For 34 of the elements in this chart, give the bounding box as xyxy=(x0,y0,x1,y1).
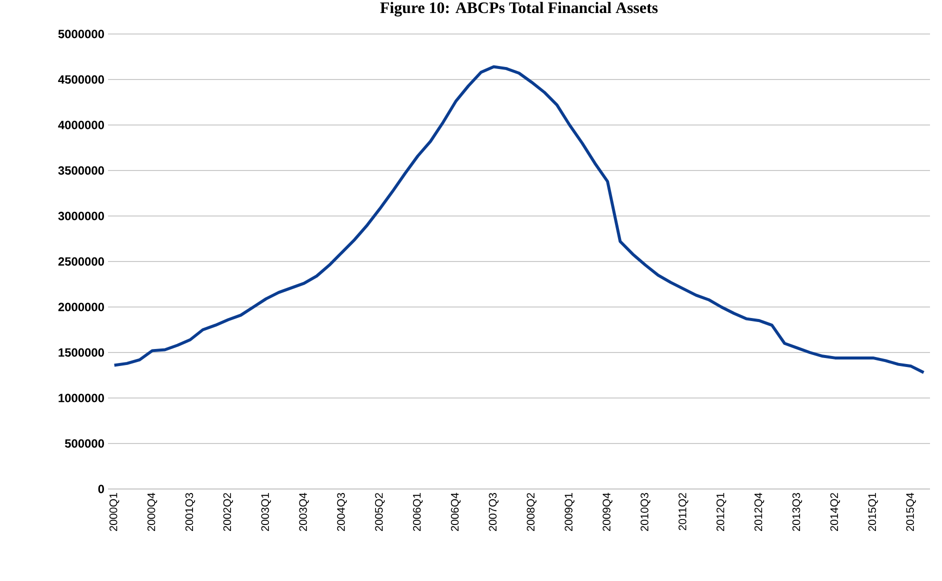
x-tick-label: 2015Q4 xyxy=(906,492,916,531)
x-tick-label: 2000Q1 xyxy=(109,493,120,531)
y-tick-label: 0 xyxy=(98,484,104,494)
x-tick-label: 2015Q1 xyxy=(868,493,878,531)
y-tick-label: 5000000 xyxy=(58,30,104,38)
x-tick-label: 2003Q4 xyxy=(299,492,309,531)
x-tick-label: 2002Q2 xyxy=(223,493,233,531)
x-tick-label: 2008Q2 xyxy=(526,493,536,531)
y-tick-label: 1000000 xyxy=(58,394,104,402)
x-tick-label: 2000Q4 xyxy=(147,492,158,531)
y-tick-label: 2000000 xyxy=(58,302,104,312)
y-tick-label: 4500000 xyxy=(58,75,104,84)
x-tick-label: 2006Q1 xyxy=(412,493,423,531)
chart-title: Figure 10: ABCPs Total Financial Assets xyxy=(380,2,658,16)
x-tick-label: 2012Q1 xyxy=(716,493,726,531)
x-tick-label: 2007Q3 xyxy=(488,493,499,531)
x-tick-label: 2012Q4 xyxy=(754,492,764,531)
x-tick-label: 2011Q2 xyxy=(678,493,688,530)
x-tick-label: 2001Q3 xyxy=(185,493,196,531)
x-tick-label: 2006Q4 xyxy=(450,492,461,531)
x-tick-label: 2010Q3 xyxy=(640,493,650,531)
x-tick-label: 2013Q3 xyxy=(792,493,802,531)
x-tick-label: 2004Q3 xyxy=(337,493,347,531)
x-tick-label: 2003Q1 xyxy=(261,493,271,531)
y-tick-label: 3000000 xyxy=(58,212,104,220)
y-tick-label: 4000000 xyxy=(58,120,104,130)
y-tick-label: 2500000 xyxy=(58,257,104,266)
x-tick-label: 2009Q4 xyxy=(602,492,612,531)
y-tick-label: 1500000 xyxy=(58,348,104,357)
x-tick-label: 2009Q1 xyxy=(564,493,574,531)
x-tick-label: 2005Q2 xyxy=(375,493,385,531)
y-tick-label: 3500000 xyxy=(58,166,104,175)
x-tick-label: 2014Q2 xyxy=(830,493,840,531)
y-tick-label: 500000 xyxy=(64,439,104,448)
